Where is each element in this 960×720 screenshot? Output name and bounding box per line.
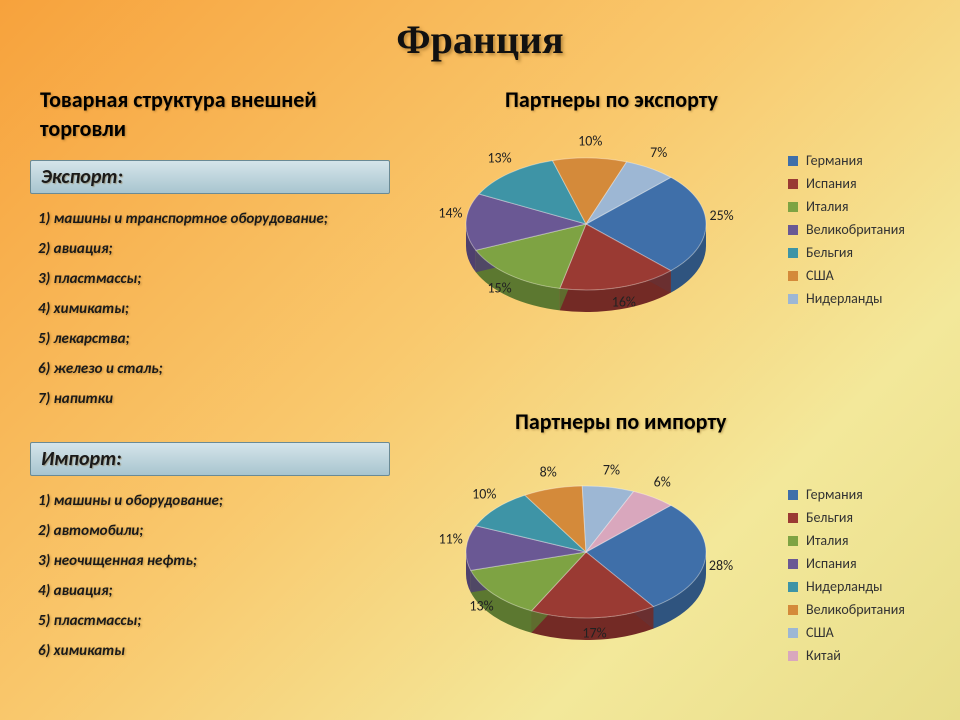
list-item: неочищенная нефть; [38, 552, 223, 570]
import-chart-title: Партнеры по импорту [515, 408, 726, 435]
pie-slice-label: 7% [650, 144, 667, 161]
pie-slice-label: 13% [487, 150, 511, 167]
legend-label: Нидерланды [806, 290, 883, 307]
legend-label: Испания [806, 175, 857, 192]
legend-swatch [788, 628, 798, 638]
pie-slice-label: 7% [603, 462, 620, 479]
list-item: авиация; [38, 240, 328, 258]
legend-item: Италия [788, 532, 905, 549]
legend-item: Китай [788, 647, 905, 664]
legend-item: США [788, 267, 905, 284]
subtitle: Товарная структура внешней торговли [40, 86, 380, 143]
legend-item: Нидерланды [788, 578, 905, 595]
legend-label: Испания [806, 555, 857, 572]
export-header: Экспорт: [30, 160, 390, 194]
pie-slice-label: 28% [709, 557, 733, 574]
legend-label: Китай [806, 647, 841, 664]
legend-swatch [788, 248, 798, 258]
export-legend: Германия Испания Италия Великобритания Бельг… [788, 152, 905, 313]
legend-swatch [788, 513, 798, 523]
list-item: напитки [38, 390, 328, 408]
legend-label: Великобритания [806, 221, 905, 238]
legend-item: США [788, 624, 905, 641]
list-item: авиация; [38, 582, 223, 600]
legend-item: Великобритания [788, 221, 905, 238]
pie-slice-label: 8% [540, 463, 557, 480]
legend-swatch [788, 651, 798, 661]
legend-swatch [788, 536, 798, 546]
legend-swatch [788, 294, 798, 304]
legend-label: Бельгия [806, 244, 853, 261]
import-list: машины и оборудование; автомобили; неочище… [38, 492, 223, 672]
legend-label: Италия [806, 532, 848, 549]
legend-swatch [788, 605, 798, 615]
legend-item: Испания [788, 555, 905, 572]
export-pie-chart: 25% 16% 15% 14% 13% 10% 7% [425, 120, 747, 360]
import-header: Импорт: [30, 442, 390, 476]
pie-slice-label: 25% [709, 207, 733, 224]
legend-swatch [788, 179, 798, 189]
legend-swatch [788, 202, 798, 212]
legend-swatch [788, 559, 798, 569]
import-pie-chart: 28% 17% 13% 11% 10% 8% 7% 6% [425, 448, 747, 688]
list-item: лекарства; [38, 330, 328, 348]
export-list: машины и транспортное оборудование; авиац… [38, 210, 328, 420]
list-item: автомобили; [38, 522, 223, 540]
legend-label: Нидерланды [806, 578, 883, 595]
pie-slice-label: 15% [487, 279, 511, 296]
list-item: пластмассы; [38, 612, 223, 630]
legend-label: Бельгия [806, 509, 853, 526]
list-item: железо и сталь; [38, 360, 328, 378]
legend-label: США [806, 624, 834, 641]
list-item: машины и транспортное оборудование; [38, 210, 328, 228]
page-title: Франция [0, 16, 960, 63]
legend-item: Нидерланды [788, 290, 905, 307]
list-item: химикаты [38, 642, 223, 660]
pie-slice-label: 6% [654, 473, 671, 490]
list-item: пластмассы; [38, 270, 328, 288]
pie-slice-label: 10% [472, 486, 496, 503]
legend-item: Великобритания [788, 601, 905, 618]
legend-swatch [788, 582, 798, 592]
legend-label: Германия [806, 486, 863, 503]
legend-swatch [788, 271, 798, 281]
list-item: машины и оборудование; [38, 492, 223, 510]
pie-slice-label: 17% [582, 624, 606, 641]
import-legend: Германия Бельгия Италия Испания Нидерланды Ве… [788, 486, 905, 670]
legend-item: Германия [788, 486, 905, 503]
legend-item: Бельгия [788, 509, 905, 526]
pie-slice-label: 11% [439, 530, 463, 547]
legend-item: Бельгия [788, 244, 905, 261]
pie-slice-label: 14% [438, 205, 462, 222]
legend-swatch [788, 490, 798, 500]
list-item: химикаты; [38, 300, 328, 318]
legend-label: Германия [806, 152, 863, 169]
legend-label: Великобритания [806, 601, 905, 618]
legend-item: Испания [788, 175, 905, 192]
pie-slice-label: 13% [469, 598, 493, 615]
pie-slice-label: 10% [578, 132, 602, 149]
legend-swatch [788, 225, 798, 235]
legend-label: США [806, 267, 834, 284]
legend-label: Италия [806, 198, 848, 215]
legend-item: Германия [788, 152, 905, 169]
pie-slice-label: 16% [612, 294, 636, 311]
export-chart-title: Партнеры по экспорту [505, 86, 718, 113]
legend-item: Италия [788, 198, 905, 215]
legend-swatch [788, 156, 798, 166]
